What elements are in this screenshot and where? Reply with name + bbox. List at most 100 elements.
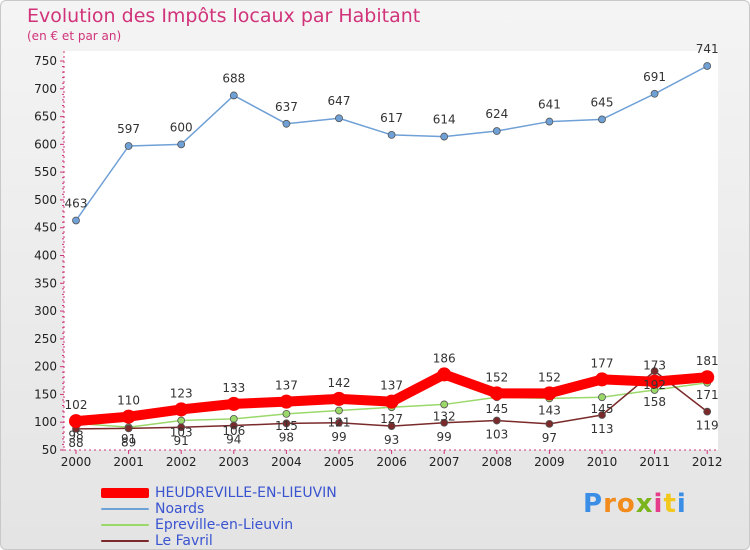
- data-label: 132: [433, 409, 456, 423]
- data-point: [700, 370, 715, 385]
- data-point: [226, 396, 241, 411]
- data-point: [282, 119, 291, 128]
- x-tick-label: 2008: [482, 455, 513, 469]
- data-label: 102: [65, 398, 88, 412]
- data-label: 88: [68, 436, 83, 450]
- data-point: [545, 117, 554, 126]
- data-point: [335, 406, 343, 415]
- data-label: 133: [222, 381, 245, 395]
- data-point: [437, 367, 452, 382]
- data-label: 99: [437, 430, 452, 444]
- data-point: [72, 216, 80, 225]
- x-tick-label: 2002: [166, 455, 197, 469]
- legend-item: Noards: [101, 501, 337, 517]
- x-tick-label: 2006: [376, 455, 407, 469]
- data-label: 600: [170, 120, 193, 134]
- data-label: 103: [170, 426, 193, 440]
- data-point: [229, 91, 238, 100]
- data-label: 99: [331, 430, 346, 444]
- data-point: [440, 132, 449, 141]
- data-point: [542, 386, 557, 401]
- x-tick-label: 2003: [219, 455, 250, 469]
- data-label: 91: [174, 434, 189, 448]
- legend-label: HEUDREVILLE-EN-LIEUVIN: [155, 485, 337, 501]
- data-label: 641: [538, 98, 561, 112]
- data-point: [387, 131, 396, 139]
- legend-label: Le Favril: [155, 533, 213, 549]
- data-label: 115: [275, 419, 298, 433]
- data-point: [650, 89, 659, 98]
- logo-letter: i: [676, 489, 687, 519]
- data-point: [492, 127, 501, 135]
- data-label: 103: [485, 428, 508, 442]
- data-label: 688: [222, 71, 245, 85]
- data-label: 145: [485, 402, 508, 416]
- data-label: 145: [591, 402, 614, 416]
- y-tick-label: 150: [34, 387, 57, 401]
- y-tick-label: 600: [34, 137, 57, 151]
- data-point: [387, 422, 396, 431]
- data-point: [174, 402, 189, 417]
- data-label: 91: [121, 432, 136, 446]
- data-label: 624: [485, 107, 508, 121]
- y-tick-label: 450: [34, 221, 57, 235]
- data-label: 89: [121, 435, 136, 449]
- proxiti-logo: Proxiti: [583, 489, 687, 519]
- y-tick-label: 50: [42, 443, 57, 457]
- data-label: 158: [643, 395, 666, 409]
- data-label: 121: [328, 416, 351, 430]
- data-point: [595, 372, 609, 387]
- data-label: 637: [275, 100, 298, 114]
- data-label: 123: [170, 386, 193, 400]
- data-point: [124, 424, 133, 433]
- data-point: [440, 418, 449, 427]
- y-tick-label: 350: [34, 276, 57, 290]
- data-point: [650, 367, 659, 375]
- data-point: [598, 411, 606, 419]
- x-tick-label: 2009: [534, 455, 565, 469]
- data-label: 93: [384, 433, 399, 447]
- legend-label: Epreville-en-Lieuvin: [155, 517, 294, 533]
- data-point: [384, 394, 399, 409]
- data-point: [598, 393, 606, 402]
- data-label: 647: [328, 94, 351, 108]
- legend-swatch: [101, 508, 149, 510]
- data-label: 597: [117, 122, 140, 136]
- x-tick-label: 2005: [324, 455, 355, 469]
- data-point: [545, 419, 554, 428]
- data-label: 186: [433, 351, 456, 365]
- legend-item: Epreville-en-Lieuvin: [101, 517, 337, 533]
- data-point: [489, 386, 504, 401]
- data-label: 98: [68, 428, 83, 442]
- data-point: [229, 421, 238, 430]
- x-tick-label: 2001: [113, 455, 144, 469]
- data-label: 113: [591, 422, 614, 436]
- data-label: 137: [275, 379, 298, 393]
- y-tick-label: 700: [34, 82, 57, 96]
- y-tick-label: 500: [34, 193, 57, 207]
- legend-label: Noards: [155, 501, 205, 517]
- legend-swatch: [101, 524, 149, 526]
- data-point: [647, 374, 662, 389]
- data-label: 645: [591, 95, 614, 109]
- data-label: 463: [65, 196, 88, 210]
- logo-letter: o: [616, 489, 636, 519]
- logo-letter: r: [603, 489, 617, 519]
- x-tick-label: 2007: [429, 455, 460, 469]
- data-label: 119: [696, 419, 719, 433]
- data-point: [335, 114, 343, 123]
- data-label: 110: [117, 394, 140, 408]
- data-point: [177, 140, 186, 149]
- data-point: [124, 142, 133, 150]
- data-label: 143: [538, 403, 561, 417]
- legend-swatch: [101, 540, 149, 542]
- data-label: 97: [542, 431, 557, 445]
- logo-letter: x: [635, 489, 654, 519]
- legend: HEUDREVILLE-EN-LIEUVIN Noards Epreville-en…: [101, 485, 337, 549]
- data-label: 152: [538, 370, 561, 384]
- data-point: [492, 416, 501, 425]
- data-label: 181: [696, 354, 719, 368]
- y-tick-label: 250: [34, 332, 57, 346]
- data-label: 617: [380, 111, 403, 125]
- chart-title: Evolution des Impôts locaux par Habitant: [27, 5, 421, 27]
